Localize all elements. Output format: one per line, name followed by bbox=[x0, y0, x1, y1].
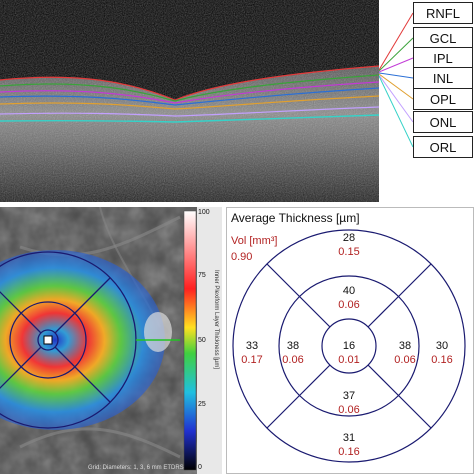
volume-outer-nasal: 0.16 bbox=[431, 354, 452, 366]
thickness-outer-superior: 28 bbox=[343, 232, 355, 244]
inl-line bbox=[0, 87, 379, 106]
volume-inner-superior: 0.06 bbox=[338, 299, 359, 311]
legend-opl: OPL bbox=[413, 88, 473, 110]
volume-outer-inferior: 0.16 bbox=[338, 446, 359, 458]
thickness-inner-temporal: 38 bbox=[287, 340, 299, 352]
gcl-line bbox=[0, 74, 379, 102]
average-thickness-panel: Average Thickness [µm] Vol [mm³] 0.90 16… bbox=[226, 207, 474, 474]
thickness-outer-temporal: 33 bbox=[246, 340, 258, 352]
legend-connectors bbox=[379, 12, 414, 148]
volume-inner-nasal: 0.06 bbox=[394, 354, 415, 366]
legend-ipl: IPL bbox=[413, 47, 473, 69]
oct-segmentation-view bbox=[0, 0, 379, 202]
thickness-outer-nasal: 30 bbox=[436, 340, 448, 352]
colorbar-tick-100: 100 bbox=[198, 209, 210, 216]
volume-inner-inferior: 0.06 bbox=[338, 404, 359, 416]
layer-legend: RNFL GCL IPL INL OPL ONL ORL bbox=[379, 0, 474, 202]
volume-outer-temporal: 0.17 bbox=[241, 354, 262, 366]
colorbar bbox=[183, 210, 197, 471]
thickness-inner-superior: 40 bbox=[343, 285, 355, 297]
rnfl-line bbox=[0, 65, 379, 101]
orl-line bbox=[0, 114, 379, 123]
oct-bscan-image bbox=[0, 0, 379, 202]
average-thickness-title: Average Thickness [µm] bbox=[231, 211, 360, 225]
thickness-center: 16 bbox=[343, 340, 355, 352]
colorbar-tick-0: 0 bbox=[198, 464, 202, 471]
thickness-outer-inferior: 31 bbox=[343, 432, 355, 444]
onl-line bbox=[0, 106, 379, 117]
colorbar-tick-25: 25 bbox=[198, 401, 206, 408]
ipl-line bbox=[0, 81, 379, 104]
legend-inl: INL bbox=[413, 67, 473, 89]
opl-line bbox=[0, 95, 379, 110]
legend-orl: ORL bbox=[413, 136, 473, 158]
legend-rnfl: RNFL bbox=[413, 2, 473, 24]
thickness-inner-inferior: 37 bbox=[343, 390, 355, 402]
colorbar-tick-75: 75 bbox=[198, 272, 206, 279]
vol-title: Vol [mm³] bbox=[231, 235, 278, 247]
volume-center: 0.01 bbox=[338, 354, 359, 366]
etdrs-thickness-chart: 16 0.01 40 0.06 37 0.06 38 0.06 38 0.06 28 0.15 31 0.… bbox=[232, 229, 466, 463]
volume-outer-superior: 0.15 bbox=[338, 246, 359, 258]
volume-inner-temporal: 0.06 bbox=[282, 354, 303, 366]
thickness-heatmap bbox=[0, 207, 222, 474]
scan-caption: Grid: Diameters: 1, 3, 6 mm ETDRS bbox=[88, 465, 184, 471]
colorbar-label: Inner Plexiform Layer Thickness [µm] bbox=[213, 270, 219, 370]
legend-gcl: GCL bbox=[413, 27, 473, 49]
colorbar-tick-50: 50 bbox=[198, 337, 206, 344]
thickness-map-panel: 100 75 50 25 0 Inner Plexiform Layer Thi… bbox=[0, 207, 222, 474]
total-volume: 0.90 bbox=[231, 251, 253, 263]
thickness-inner-nasal: 38 bbox=[399, 340, 411, 352]
legend-onl: ONL bbox=[413, 111, 473, 133]
